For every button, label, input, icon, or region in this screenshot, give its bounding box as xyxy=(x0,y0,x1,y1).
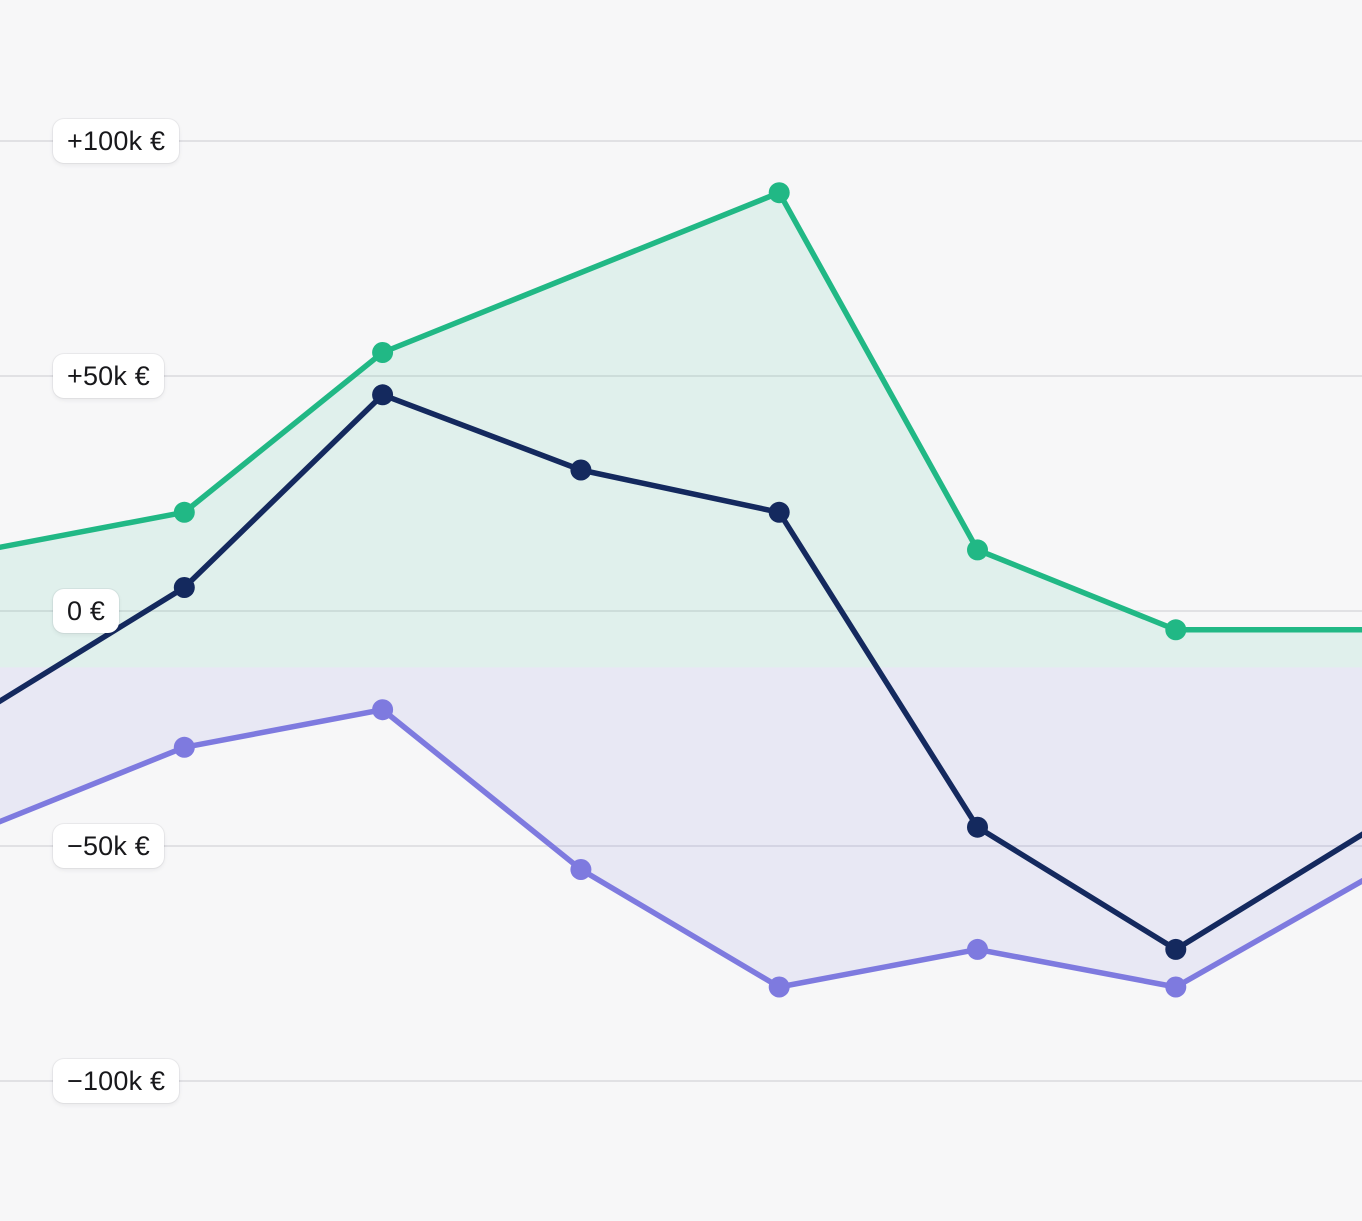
purple-line-point-1[interactable] xyxy=(173,736,195,758)
gridlines xyxy=(0,140,1362,1082)
purple-line xyxy=(0,706,1362,990)
purple-line-point-6[interactable] xyxy=(1165,976,1187,998)
green-line-point-6[interactable] xyxy=(1165,619,1187,641)
purple-line-point-3[interactable] xyxy=(570,859,592,880)
green-line xyxy=(0,189,1362,633)
navy-line-point-3[interactable] xyxy=(570,459,592,481)
navy-line-point-4[interactable] xyxy=(768,501,790,523)
purple-line-point-5[interactable] xyxy=(967,938,988,960)
area-fills xyxy=(0,192,1362,987)
green-line-point-4[interactable] xyxy=(768,182,790,204)
green-line-point-5[interactable] xyxy=(967,539,988,561)
navy-line xyxy=(0,392,1362,953)
series-points xyxy=(173,182,1187,998)
series-lines xyxy=(0,189,1362,990)
green-line-point-2[interactable] xyxy=(372,342,394,363)
area-fill-purple-line xyxy=(0,667,1362,987)
purple-line-point-2[interactable] xyxy=(372,699,394,721)
navy-line-point-5[interactable] xyxy=(967,816,988,838)
green-line-point-1[interactable] xyxy=(173,501,195,523)
purple-line-point-4[interactable] xyxy=(768,976,790,998)
navy-line-point-6[interactable] xyxy=(1165,938,1187,960)
navy-line-point-1[interactable] xyxy=(173,577,195,598)
navy-line-point-2[interactable] xyxy=(372,384,394,406)
area-fill-green-line xyxy=(0,192,1362,668)
